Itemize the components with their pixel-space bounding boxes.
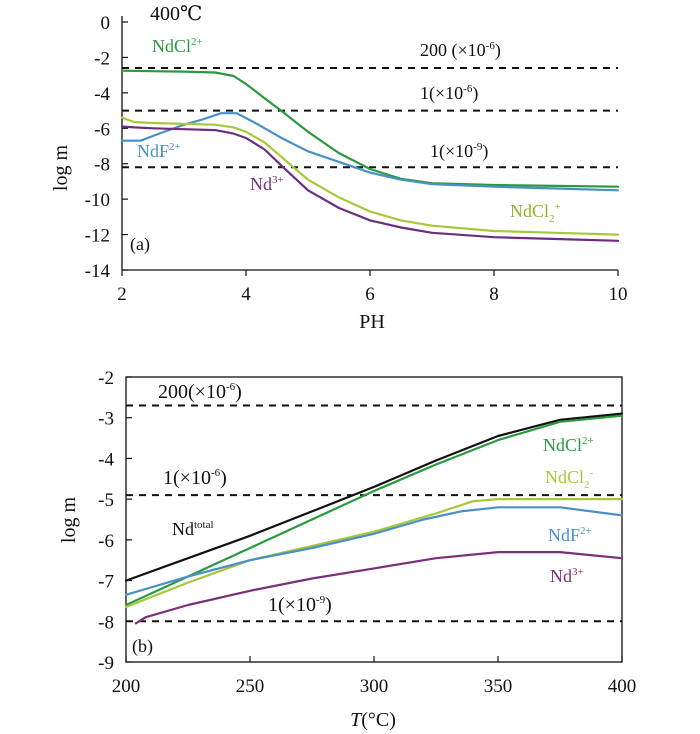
series-line-nd3 [120,125,620,242]
series-line-nd-total [124,412,624,582]
series-line-ndcl2 [124,498,624,609]
panel-a-label-ndf2plus: NdF2+ [137,141,181,161]
panel-b-label-ndcl2plus: NdCl2+ [543,435,594,455]
x-tick-label-400: 400 [608,676,637,697]
y-tick-label--14: -14 [85,261,111,282]
series-line-ndf2 [124,506,624,596]
panel-b-label-ndf2plus: NdF2+ [548,525,592,545]
x-tick-label-2: 2 [117,284,127,305]
x-tick-label-200: 200 [112,676,141,697]
series-line-ndf2 [120,112,620,192]
panel-b: 200 250 300 350 400 -2 -3 -4 -5 -6 -7 -8 -9 (b) T(°C… [58,368,636,731]
x-tick-label-6: 6 [365,284,375,305]
series-line-ndcl2-ph [120,116,620,236]
panel-b-label: (b) [132,636,153,657]
y-tick-label--2: -2 [94,48,110,69]
panel-a-ref-label-1e-6: 1(×10-6) [420,83,478,104]
panel-a-series [120,69,620,242]
panel-b-label-ndcl2minus: NdCl2- [545,467,594,491]
panel-a-axes: 2 4 6 8 10 0 -2 -4 -6 -8 -10 -12 -14 [85,13,628,305]
panel-b-axes: 200 250 300 350 400 -2 -3 -4 -5 -6 -7 -8 -9 [98,368,636,697]
panel-a-xlabel: PH [359,311,385,333]
y-tick-label-0: 0 [101,13,111,34]
y-tick-label--7: -7 [98,572,114,593]
x-tick-label-10: 10 [609,284,628,305]
series-line-nd3 [134,550,624,625]
x-tick-label-8: 8 [489,284,499,305]
x-tick-label-350: 350 [484,676,513,697]
panel-a-ylabel: log m [50,145,72,192]
panel-a-reference-lines [122,67,618,169]
panel-b-ylabel: log m [58,497,80,544]
y-tick-label--12: -12 [85,226,110,247]
y-tick-label--6: -6 [98,531,114,552]
y-tick-label--8: -8 [94,155,110,176]
panel-b-reference-lines [126,404,622,623]
panel-b-series [124,412,624,625]
x-tick-label-4: 4 [241,284,251,305]
x-tick-label-250: 250 [236,676,265,697]
panel-b-xlabel: T(°C) [350,709,396,731]
y-tick-label--6: -6 [94,119,110,140]
y-tick-label--8: -8 [98,612,114,633]
panel-a-label-ndcl2plus: NdCl2+ [152,36,203,56]
panel-b-ref-label-1e-6: 1(×10-6) [163,467,227,489]
panel-a-ref-label-200e-6: 200 (×10-6) [420,40,501,61]
y-tick-label--4: -4 [94,84,110,105]
panel-b-ref-label-200e-6: 200(×10-6) [158,381,242,403]
series-line-ndcl2 [120,69,620,188]
panel-b-label-ndtotal: Ndtotal [172,519,214,539]
panel-a-label-ndcl2sub-plus: NdCl2+ [510,201,561,225]
y-tick-label--3: -3 [98,409,114,430]
panel-a-label-nd3plus: Nd3+ [250,174,284,194]
y-tick-label--10: -10 [85,190,110,211]
y-tick-label--9: -9 [98,653,114,674]
panel-b-label-nd3plus: Nd3+ [550,566,584,586]
y-tick-label--2: -2 [98,368,114,389]
y-tick-label--5: -5 [98,490,114,511]
y-tick-label--4: -4 [98,449,114,470]
panel-a-temperature: 400℃ [150,3,202,25]
panel-a: 2 4 6 8 10 0 -2 -4 -6 -8 -10 -12 -14 400℃ (a) PH log… [50,3,628,333]
series-line-ndcl2 [124,414,624,607]
panel-b-ref-label-1e-9: 1(×10-9) [268,594,332,616]
panel-a-label: (a) [130,234,150,255]
panel-a-ref-label-1e-9: 1(×10-9) [430,141,488,162]
x-tick-label-300: 300 [360,676,389,697]
